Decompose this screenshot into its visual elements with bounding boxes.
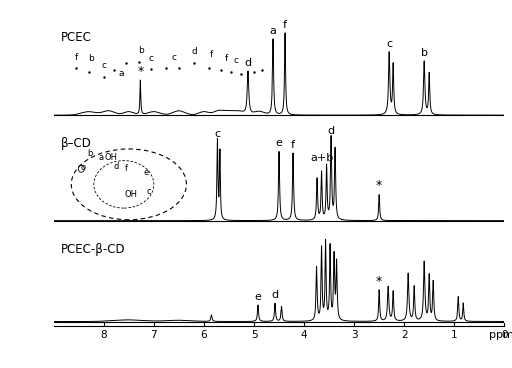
- Text: 4: 4: [301, 330, 307, 340]
- Text: OH: OH: [125, 190, 138, 199]
- Text: 8: 8: [100, 330, 107, 340]
- Text: OH: OH: [105, 153, 118, 162]
- Text: b: b: [87, 149, 93, 159]
- Text: f: f: [283, 20, 287, 30]
- Text: b: b: [421, 48, 428, 58]
- Text: 7: 7: [151, 330, 157, 340]
- Text: PCEC: PCEC: [61, 31, 92, 45]
- Text: β–CD: β–CD: [61, 137, 92, 150]
- Text: *: *: [137, 65, 143, 78]
- Text: e: e: [144, 169, 149, 177]
- Text: b: b: [138, 46, 144, 55]
- Text: PCEC-β-CD: PCEC-β-CD: [61, 243, 126, 256]
- Text: a: a: [270, 26, 276, 36]
- Text: *: *: [376, 179, 382, 192]
- Text: ppm: ppm: [489, 330, 512, 340]
- Text: 6: 6: [201, 330, 207, 340]
- Text: a: a: [119, 69, 124, 78]
- Text: c: c: [146, 187, 151, 197]
- Text: 1: 1: [451, 330, 458, 340]
- Text: 0: 0: [501, 330, 507, 340]
- Text: e: e: [254, 292, 262, 302]
- Text: 3: 3: [351, 330, 357, 340]
- Text: c: c: [215, 128, 221, 139]
- Text: d: d: [244, 59, 251, 68]
- Text: c: c: [386, 39, 392, 50]
- Text: a+b: a+b: [310, 153, 333, 163]
- Text: d: d: [114, 162, 119, 171]
- Text: f: f: [210, 50, 213, 59]
- Text: o: o: [80, 163, 86, 172]
- Text: a: a: [99, 153, 104, 162]
- Text: e: e: [275, 138, 283, 148]
- Text: d: d: [191, 47, 197, 56]
- Text: f: f: [225, 54, 228, 63]
- Text: b: b: [89, 54, 94, 63]
- Text: c: c: [149, 54, 154, 63]
- Text: c: c: [234, 56, 239, 65]
- Text: d: d: [271, 290, 279, 300]
- Text: c: c: [101, 61, 106, 70]
- Text: *: *: [376, 275, 382, 288]
- Text: f: f: [291, 140, 295, 150]
- Text: c: c: [172, 53, 177, 61]
- Text: 2: 2: [401, 330, 408, 340]
- Text: 5: 5: [251, 330, 258, 340]
- Text: f: f: [75, 53, 78, 61]
- Text: f: f: [125, 164, 128, 173]
- Text: d: d: [328, 126, 335, 136]
